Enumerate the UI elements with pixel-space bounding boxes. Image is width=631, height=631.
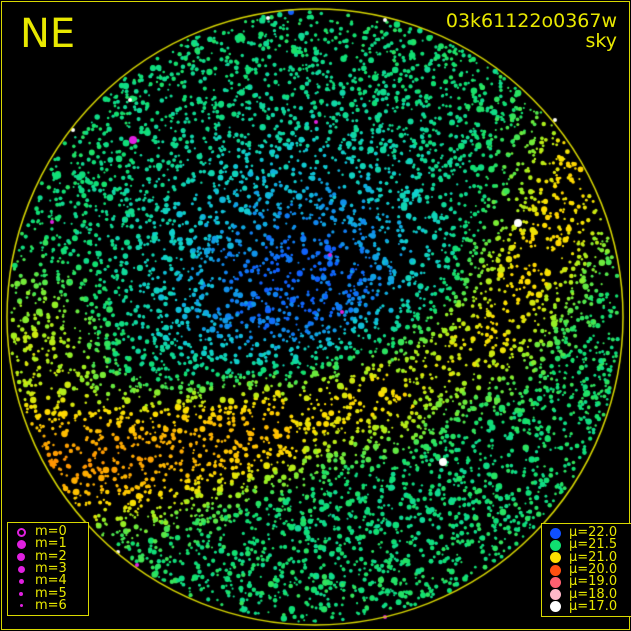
brightness-label: μ=21.5 — [569, 537, 618, 553]
brightness-dot-icon — [549, 589, 561, 601]
brightness-legend-row: μ=20.0 — [547, 562, 626, 578]
magnitude-dot-icon — [18, 578, 24, 584]
magnitude-dot-icon — [16, 539, 26, 549]
brightness-legend-row: μ=18.0 — [547, 586, 626, 602]
magnitude-legend-row: m=0 — [13, 524, 83, 540]
magnitude-dot-icon — [17, 565, 25, 573]
magnitude-label: m=0 — [35, 524, 67, 540]
brightness-legend-row: μ=17.0 — [547, 598, 626, 614]
brightness-legend-row: μ=22.0 — [547, 525, 626, 541]
brightness-label: μ=22.0 — [569, 525, 618, 541]
magnitude-label: m=1 — [35, 536, 67, 552]
brightness-legend: μ=22.0 μ=21.5 μ=21.0 μ=20.0 μ=19.0 μ=18.0 μ=17… — [541, 523, 631, 618]
magnitude-legend-row: m=2 — [13, 548, 83, 564]
brightness-dot-icon — [549, 564, 561, 576]
magnitude-label: m=2 — [35, 548, 67, 564]
image-type-label: sky — [585, 30, 617, 52]
magnitude-legend-row: m=1 — [13, 536, 83, 552]
magnitude-legend: m=0 m=1 m=2 m=3 m=4 m=5 m=6 — [7, 522, 89, 617]
frame-id: 03k61122o0367w — [445, 10, 617, 32]
brightness-label: μ=20.0 — [569, 562, 618, 578]
magnitude-dot-icon — [17, 552, 25, 561]
brightness-label: μ=21.0 — [569, 549, 618, 565]
brightness-dot-icon — [549, 576, 561, 588]
magnitude-label: m=4 — [35, 573, 67, 589]
brightness-dot-icon — [549, 601, 561, 613]
brightness-legend-row: μ=21.0 — [547, 549, 626, 565]
magnitude-legend-row: m=4 — [13, 573, 83, 589]
magnitude-dot-icon — [19, 604, 23, 608]
brightness-dot-icon — [549, 539, 561, 551]
magnitude-legend-row: m=3 — [13, 561, 83, 577]
direction-label: NE — [20, 11, 76, 57]
brightness-legend-row: μ=19.0 — [547, 574, 626, 590]
magnitude-legend-row: m=5 — [13, 585, 83, 601]
magnitude-label: m=6 — [35, 597, 67, 613]
brightness-dot-icon — [549, 552, 561, 564]
magnitude-label: m=5 — [35, 585, 67, 601]
brightness-dot-icon — [549, 527, 561, 539]
magnitude-label: m=3 — [35, 561, 67, 577]
magnitude-dot-icon — [19, 591, 23, 596]
magnitude-legend-row: m=6 — [13, 597, 83, 613]
brightness-legend-row: μ=21.5 — [547, 537, 626, 553]
magnitude-dot-icon — [16, 527, 26, 537]
brightness-label: μ=18.0 — [569, 586, 618, 602]
brightness-label: μ=19.0 — [569, 574, 618, 590]
brightness-label: μ=17.0 — [569, 598, 618, 614]
